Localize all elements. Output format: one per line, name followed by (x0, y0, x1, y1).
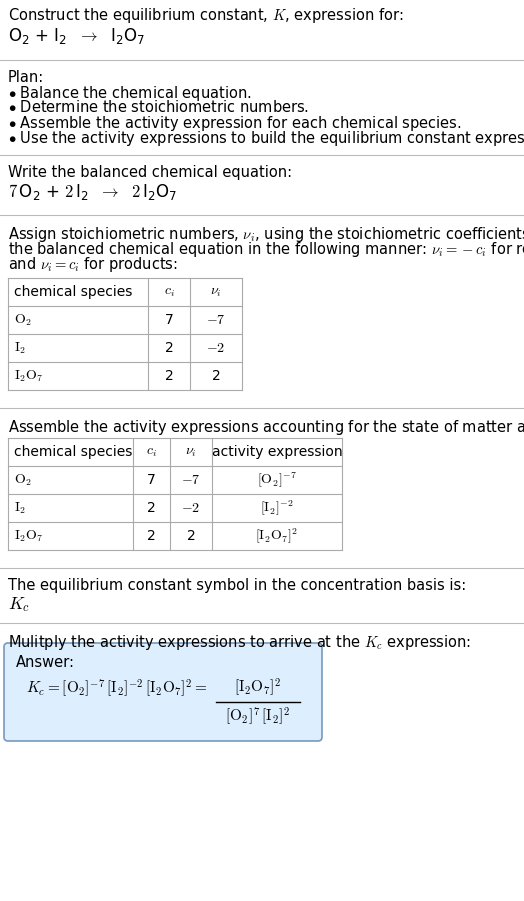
Text: The equilibrium constant symbol in the concentration basis is:: The equilibrium constant symbol in the c… (8, 578, 466, 593)
Text: activity expression: activity expression (212, 445, 342, 459)
Text: and $\nu_i = c_i$ for products:: and $\nu_i = c_i$ for products: (8, 255, 178, 274)
Text: $-2$: $-2$ (206, 341, 226, 355)
Text: 2: 2 (147, 501, 156, 515)
Text: $c_i$: $c_i$ (146, 445, 157, 459)
Text: $\bullet$ Determine the stoichiometric numbers.: $\bullet$ Determine the stoichiometric n… (8, 99, 309, 115)
Text: $\bullet$ Use the activity expressions to build the equilibrium constant express: $\bullet$ Use the activity expressions t… (8, 129, 524, 148)
FancyBboxPatch shape (4, 643, 322, 741)
Text: $\mathregular{O_2}$ + $\mathregular{I_2}$  $\rightarrow$  $\mathregular{I_2O_7}$: $\mathregular{O_2}$ + $\mathregular{I_2}… (8, 26, 145, 46)
Text: $[\mathrm{I_2O_7}]^{2}$: $[\mathrm{I_2O_7}]^{2}$ (255, 526, 299, 546)
Text: $\bullet$ Balance the chemical equation.: $\bullet$ Balance the chemical equation. (8, 84, 252, 103)
Text: $[\mathrm{I_2}]^{-2}$: $[\mathrm{I_2}]^{-2}$ (260, 498, 294, 517)
Text: chemical species: chemical species (14, 445, 133, 459)
Text: 2: 2 (165, 341, 173, 355)
Text: Construct the equilibrium constant, $K$, expression for:: Construct the equilibrium constant, $K$,… (8, 6, 403, 25)
Text: $-2$: $-2$ (181, 501, 201, 515)
Text: 7: 7 (165, 313, 173, 327)
Text: $[\mathrm{O_2}]^7\,[\mathrm{I_2}]^2$: $[\mathrm{O_2}]^7\,[\mathrm{I_2}]^2$ (225, 705, 290, 727)
Text: the balanced chemical equation in the following manner: $\nu_i = -c_i$ for react: the balanced chemical equation in the fo… (8, 240, 524, 259)
Text: $c_i$: $c_i$ (163, 285, 174, 299)
Text: $[\mathrm{I_2O_7}]^2$: $[\mathrm{I_2O_7}]^2$ (234, 677, 282, 698)
Text: $-7$: $-7$ (206, 313, 226, 327)
Text: $\bullet$ Assemble the activity expression for each chemical species.: $\bullet$ Assemble the activity expressi… (8, 114, 462, 133)
Text: $\mathrm{I_2O_7}$: $\mathrm{I_2O_7}$ (14, 528, 43, 543)
Text: Plan:: Plan: (8, 70, 44, 85)
Text: Answer:: Answer: (16, 655, 75, 670)
Text: Assemble the activity expressions accounting for the state of matter and $\nu_i$: Assemble the activity expressions accoun… (8, 418, 524, 437)
Text: $\mathrm{O_2}$: $\mathrm{O_2}$ (14, 472, 32, 487)
Text: Mulitply the activity expressions to arrive at the $K_c$ expression:: Mulitply the activity expressions to arr… (8, 633, 471, 652)
Text: $\mathrm{I_2}$: $\mathrm{I_2}$ (14, 500, 26, 515)
Text: $\nu_i$: $\nu_i$ (185, 445, 197, 459)
Text: Write the balanced chemical equation:: Write the balanced chemical equation: (8, 165, 292, 180)
Text: $\mathrm{I_2}$: $\mathrm{I_2}$ (14, 341, 26, 356)
Text: $[\mathrm{O_2}]^{-7}$: $[\mathrm{O_2}]^{-7}$ (257, 470, 297, 489)
Text: 2: 2 (212, 369, 221, 383)
Text: $\nu_i$: $\nu_i$ (210, 285, 222, 299)
Text: Assign stoichiometric numbers, $\nu_i$, using the stoichiometric coefficients, $: Assign stoichiometric numbers, $\nu_i$, … (8, 225, 524, 244)
Text: $K_c$: $K_c$ (8, 595, 30, 614)
Text: $K_c = [\mathrm{O_2}]^{-7}\,[\mathrm{I_2}]^{-2}\,[\mathrm{I_2O_7}]^{2} =$: $K_c = [\mathrm{O_2}]^{-7}\,[\mathrm{I_2… (26, 677, 208, 699)
Text: $-7$: $-7$ (181, 473, 201, 487)
Text: $\mathrm{I_2O_7}$: $\mathrm{I_2O_7}$ (14, 369, 43, 384)
Text: chemical species: chemical species (14, 285, 133, 299)
Text: 2: 2 (165, 369, 173, 383)
Text: 2: 2 (147, 529, 156, 543)
Text: 2: 2 (187, 529, 195, 543)
Text: 7: 7 (147, 473, 156, 487)
Text: $7\,\mathregular{O_2}$ + $2\,\mathregular{I_2}$  $\rightarrow$  $2\,\mathregular: $7\,\mathregular{O_2}$ + $2\,\mathregula… (8, 182, 177, 202)
Text: $\mathrm{O_2}$: $\mathrm{O_2}$ (14, 313, 32, 328)
